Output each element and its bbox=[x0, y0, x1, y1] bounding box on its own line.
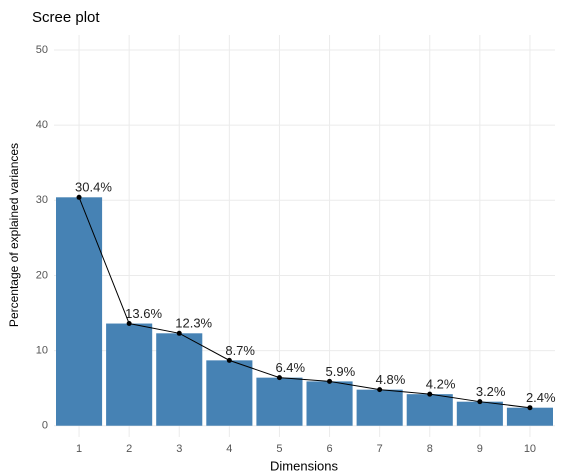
bar bbox=[256, 378, 302, 426]
y-tick-label: 20 bbox=[36, 269, 48, 281]
y-tick-label: 0 bbox=[42, 420, 48, 432]
value-label: 5.9% bbox=[326, 364, 356, 379]
bar bbox=[407, 394, 453, 426]
y-tick-label: 40 bbox=[36, 119, 48, 131]
point bbox=[77, 195, 82, 200]
x-tick-label: 7 bbox=[377, 443, 383, 455]
y-tick-label: 50 bbox=[36, 44, 48, 56]
value-label: 13.6% bbox=[125, 306, 162, 321]
point bbox=[377, 387, 382, 392]
chart: Scree plot Dimensions Percentage of expl… bbox=[0, 0, 561, 475]
value-label: 3.2% bbox=[476, 384, 506, 399]
y-tick-label: 30 bbox=[36, 194, 48, 206]
value-label: 4.8% bbox=[376, 372, 406, 387]
point bbox=[477, 399, 482, 404]
bar bbox=[307, 381, 353, 425]
bar bbox=[206, 360, 252, 425]
point bbox=[527, 405, 532, 410]
chart-title: Scree plot bbox=[32, 9, 100, 26]
x-tick-label: 2 bbox=[126, 443, 132, 455]
bar bbox=[357, 390, 403, 426]
x-tick-label: 5 bbox=[276, 443, 282, 455]
value-label: 12.3% bbox=[175, 316, 212, 331]
point bbox=[227, 358, 232, 363]
value-label: 2.4% bbox=[526, 390, 556, 405]
x-tick-label: 8 bbox=[427, 443, 433, 455]
point bbox=[277, 375, 282, 380]
x-tick-label: 6 bbox=[326, 443, 332, 455]
y-tick-label: 10 bbox=[36, 344, 48, 356]
x-tick-label: 4 bbox=[226, 443, 232, 455]
bar bbox=[156, 333, 202, 425]
x-tick-label: 9 bbox=[477, 443, 483, 455]
value-label: 6.4% bbox=[275, 360, 305, 375]
value-label: 30.4% bbox=[75, 180, 112, 195]
point bbox=[127, 321, 132, 326]
bar bbox=[56, 197, 102, 425]
x-tick-label: 3 bbox=[176, 443, 182, 455]
value-label: 4.2% bbox=[426, 377, 456, 392]
x-tick-label: 10 bbox=[524, 443, 536, 455]
x-tick-label: 1 bbox=[76, 443, 82, 455]
point bbox=[327, 379, 332, 384]
bar bbox=[507, 408, 553, 426]
x-axis-title: Dimensions bbox=[270, 458, 338, 473]
y-axis-title: Percentage of explained variances bbox=[7, 143, 21, 327]
value-label: 8.7% bbox=[225, 343, 255, 358]
bar bbox=[457, 402, 503, 426]
point bbox=[177, 331, 182, 336]
bar bbox=[106, 324, 152, 426]
point bbox=[427, 392, 432, 397]
